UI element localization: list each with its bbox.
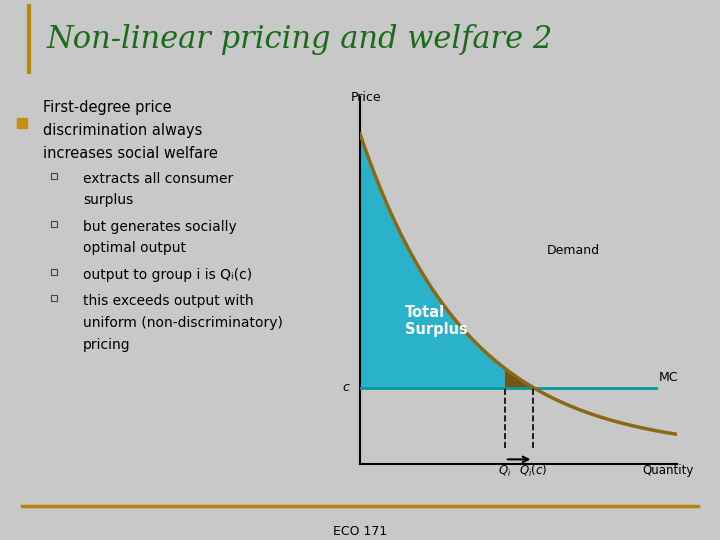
Text: Quantity: Quantity (642, 464, 693, 477)
Text: increases social welfare: increases social welfare (43, 146, 218, 161)
Text: output to group i is Qᵢ(c): output to group i is Qᵢ(c) (83, 268, 252, 281)
Text: Demand: Demand (547, 244, 600, 257)
Text: ECO 171: ECO 171 (333, 525, 387, 538)
Text: $Q_i(c)$: $Q_i(c)$ (519, 462, 548, 478)
Text: uniform (non-discriminatory): uniform (non-discriminatory) (83, 315, 283, 329)
Text: pricing: pricing (83, 338, 130, 352)
Text: MC: MC (659, 372, 678, 384)
Polygon shape (360, 134, 505, 388)
Text: but generates socially: but generates socially (83, 220, 237, 234)
Text: discrimination always: discrimination always (43, 123, 202, 138)
Text: c: c (343, 381, 349, 394)
Text: surplus: surplus (83, 193, 133, 207)
Text: Non-linear pricing and welfare 2: Non-linear pricing and welfare 2 (47, 24, 553, 55)
Polygon shape (505, 368, 534, 388)
Text: $Q_i$: $Q_i$ (498, 463, 512, 478)
Text: optimal output: optimal output (83, 241, 186, 255)
Text: this exceeds output with: this exceeds output with (83, 294, 253, 308)
Text: extracts all consumer: extracts all consumer (83, 172, 233, 186)
Text: Total
Surplus: Total Surplus (405, 305, 468, 337)
Text: Price: Price (351, 91, 382, 104)
Text: First-degree price: First-degree price (43, 100, 172, 115)
